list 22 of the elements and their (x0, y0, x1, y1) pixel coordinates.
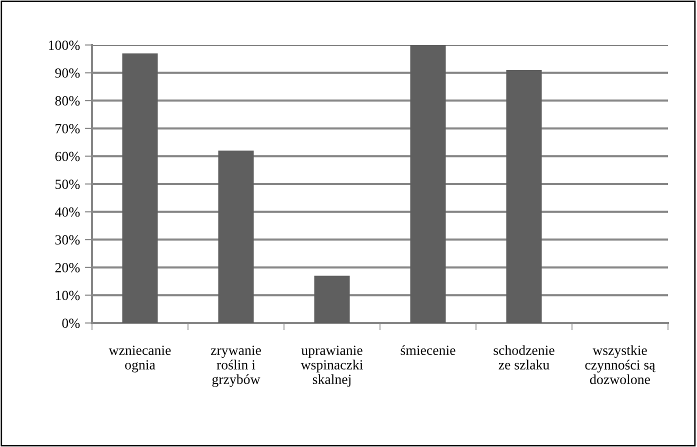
y-tick-label: 30% (55, 235, 80, 245)
y-tick-label: 0% (62, 318, 80, 328)
y-tick-label: 50% (56, 180, 80, 189)
bar (410, 45, 446, 323)
y-tick-label: 80% (55, 96, 80, 106)
x-tick-label: zrywanie roślin i grzybów (210, 346, 261, 387)
bar (506, 70, 542, 323)
x-tick-label: wzniecanie ognia (108, 346, 171, 372)
y-tick-label: 10% (56, 290, 80, 300)
x-tick-label: schodzenie ze szlaku (494, 345, 554, 370)
x-tick-label: uprawianie wspinaczki skalnej (300, 346, 363, 387)
y-tick-label: 20% (55, 262, 80, 272)
bar (122, 53, 158, 323)
y-tick-label: 60% (55, 152, 80, 162)
y-tick-label: 100% (49, 40, 80, 50)
y-tick-label: 40% (55, 207, 80, 217)
bar (218, 150, 254, 323)
y-tick-label: 70% (56, 124, 80, 134)
x-tick-label: wszystkie czynności są dozwolone (585, 345, 656, 384)
bar (314, 276, 350, 323)
y-tick-label: 90% (55, 68, 80, 78)
x-tick-label: śmiecenie (400, 345, 456, 355)
